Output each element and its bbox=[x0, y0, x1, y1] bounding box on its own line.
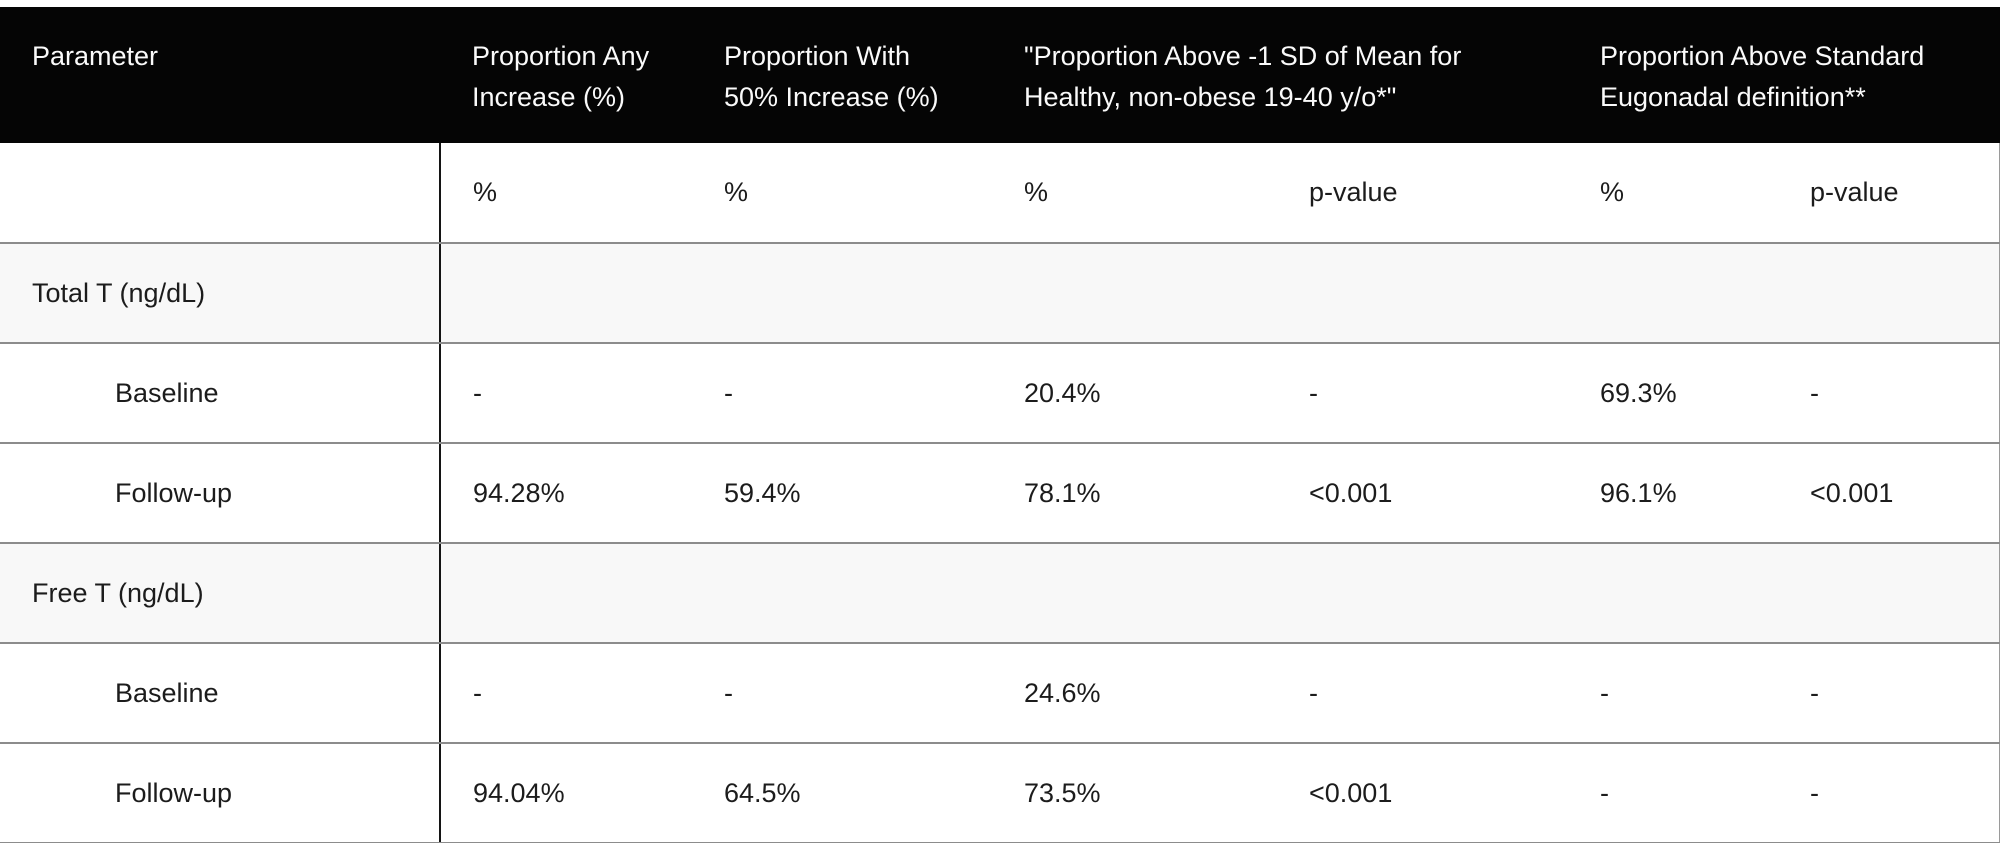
table-header: Parameter Proportion Any Increase (%) Pr… bbox=[0, 7, 2000, 244]
row-label: Follow-up bbox=[0, 743, 440, 843]
cell-value: - bbox=[692, 343, 992, 444]
cell-value bbox=[692, 243, 992, 344]
table-body: Total T (ng/dL) Baseline - - 20.4% - 69.… bbox=[0, 243, 2000, 843]
cell-value: <0.001 bbox=[1778, 443, 2000, 544]
cell-value: 59.4% bbox=[692, 443, 992, 544]
main-header-row: Parameter Proportion Any Increase (%) Pr… bbox=[0, 7, 2000, 143]
header-line: Increase (%) bbox=[472, 82, 626, 112]
header-line: Eugonadal definition** bbox=[1600, 82, 1866, 112]
cell-value: 94.28% bbox=[439, 443, 692, 544]
cell-value bbox=[992, 543, 1277, 644]
cell-value: - bbox=[1778, 743, 2000, 843]
results-table: Parameter Proportion Any Increase (%) Pr… bbox=[0, 7, 2000, 843]
row-label: Baseline bbox=[0, 643, 440, 744]
subheader-pvalue-1: p-value bbox=[1277, 143, 1569, 244]
cell-value bbox=[992, 243, 1277, 344]
cell-value: - bbox=[1778, 643, 2000, 744]
header-any-increase: Proportion Any Increase (%) bbox=[440, 7, 692, 143]
cell-value bbox=[1568, 543, 1779, 644]
cell-value bbox=[692, 543, 992, 644]
cell-value: 24.6% bbox=[992, 643, 1277, 744]
table-row: Follow-up 94.28% 59.4% 78.1% <0.001 96.1… bbox=[0, 443, 2000, 544]
cell-value bbox=[1568, 243, 1779, 344]
header-above-minus1sd: "Proportion Above -1 SD of Mean for Heal… bbox=[992, 7, 1569, 143]
cell-value: - bbox=[1568, 643, 1779, 744]
header-line: Healthy, non-obese 19-40 y/o*" bbox=[1024, 82, 1397, 112]
header-eugonadal: Proportion Above Standard Eugonadal defi… bbox=[1568, 7, 2000, 143]
cell-value: 73.5% bbox=[992, 743, 1277, 843]
header-line: Parameter bbox=[32, 41, 159, 71]
row-label: Total T (ng/dL) bbox=[0, 243, 440, 344]
cell-value: 64.5% bbox=[692, 743, 992, 843]
cell-value: - bbox=[439, 643, 692, 744]
header-line: 50% Increase (%) bbox=[724, 82, 939, 112]
subheader-empty bbox=[0, 143, 440, 244]
cell-value bbox=[439, 243, 692, 344]
cell-value: - bbox=[1568, 743, 1779, 843]
row-label: Follow-up bbox=[0, 443, 440, 544]
cell-value: - bbox=[692, 643, 992, 744]
cell-value bbox=[1277, 243, 1569, 344]
header-50pct-increase: Proportion With 50% Increase (%) bbox=[692, 7, 992, 143]
header-line: Proportion Above Standard bbox=[1600, 41, 1925, 71]
cell-value: 20.4% bbox=[992, 343, 1277, 444]
subheader-pct-1: % bbox=[439, 143, 692, 244]
cell-value bbox=[1277, 543, 1569, 644]
cell-value: - bbox=[1778, 343, 2000, 444]
cell-value: - bbox=[1277, 343, 1569, 444]
cell-value: 96.1% bbox=[1568, 443, 1779, 544]
table-row: Baseline - - 20.4% - 69.3% - bbox=[0, 343, 2000, 444]
row-label: Free T (ng/dL) bbox=[0, 543, 440, 644]
cell-value bbox=[439, 543, 692, 644]
header-line: Proportion With bbox=[724, 41, 911, 71]
subheader-pvalue-2: p-value bbox=[1778, 143, 2000, 244]
cell-value: <0.001 bbox=[1277, 443, 1569, 544]
cell-value bbox=[1778, 543, 2000, 644]
table-row: Free T (ng/dL) bbox=[0, 543, 2000, 644]
sub-header-row: % % % p-value % p-value bbox=[0, 143, 2000, 244]
row-label: Baseline bbox=[0, 343, 440, 444]
subheader-pct-2: % bbox=[692, 143, 992, 244]
table-row: Baseline - - 24.6% - - - bbox=[0, 643, 2000, 744]
cell-value: - bbox=[439, 343, 692, 444]
header-line: Proportion Any bbox=[472, 41, 650, 71]
cell-value: 78.1% bbox=[992, 443, 1277, 544]
cell-value: - bbox=[1277, 643, 1569, 744]
cell-value: <0.001 bbox=[1277, 743, 1569, 843]
table-row: Follow-up 94.04% 64.5% 73.5% <0.001 - - bbox=[0, 743, 2000, 843]
header-line: "Proportion Above -1 SD of Mean for bbox=[1024, 41, 1462, 71]
cell-value: 69.3% bbox=[1568, 343, 1779, 444]
header-parameter: Parameter bbox=[0, 7, 440, 143]
subheader-pct-4: % bbox=[1568, 143, 1779, 244]
cell-value: 94.04% bbox=[439, 743, 692, 843]
table-row: Total T (ng/dL) bbox=[0, 243, 2000, 344]
cell-value bbox=[1778, 243, 2000, 344]
subheader-pct-3: % bbox=[992, 143, 1277, 244]
